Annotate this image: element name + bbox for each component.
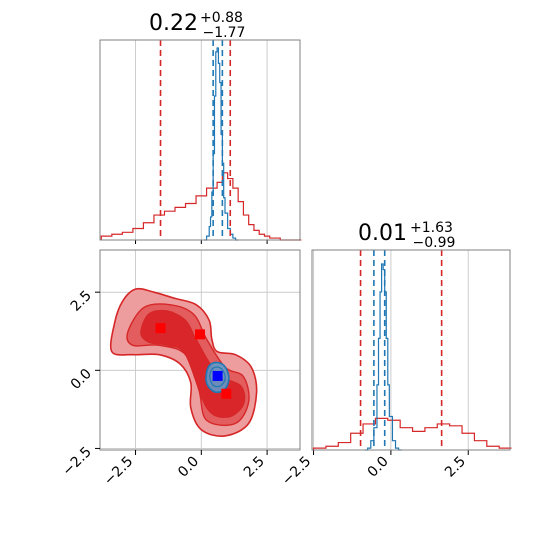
marginal-2-hist-series-0 xyxy=(312,417,512,450)
joint-plot-area xyxy=(100,250,300,450)
marginal-2-title-upper: +1.63 xyxy=(410,220,453,236)
joint-red-marker-1 xyxy=(195,329,205,340)
joint-red-marker-0 xyxy=(155,323,166,334)
marginal-2-xtick-label-0: −2.5 xyxy=(279,454,314,489)
joint-xtick-label-2: 2.5 xyxy=(241,454,268,481)
joint-frame xyxy=(99,249,301,451)
marginal-param-2-panel: 0.01 +1.63 −0.99 −2.5 0.0 2.5 xyxy=(279,217,512,489)
marginal-1-title: 0.22 +0.88 −1.77 xyxy=(149,7,248,41)
marginal-1-frame xyxy=(99,39,301,241)
joint-ytick-label-0: −2.5 xyxy=(59,444,94,479)
marginal-2-title-lower: −0.99 xyxy=(413,235,456,251)
marginal-param-1-panel: 0.22 +0.88 −1.77 xyxy=(99,7,302,244)
joint-blue-contour-inner xyxy=(209,366,226,388)
marginal-1-title-value: 0.22 xyxy=(149,11,198,36)
joint-2d-panel: −2.5 0.0 2.5 −2.5 0.0 2.5 xyxy=(59,249,301,489)
marginal-1-title-upper: +0.88 xyxy=(200,10,243,26)
marginal-2-xtick-label-1: 0.0 xyxy=(365,454,392,481)
marginal-1-title-lower: −1.77 xyxy=(203,25,246,41)
marginal-2-frame xyxy=(311,249,511,451)
joint-xtick-label-1: 0.0 xyxy=(175,454,202,481)
marginal-2-xtick-label-2: 2.5 xyxy=(442,454,469,481)
joint-xtick-label-0: −2.5 xyxy=(101,454,136,489)
joint-ytick-label-2: 2.5 xyxy=(68,288,95,315)
marginal-2-title-value: 0.01 xyxy=(358,221,407,246)
marginal-1-hist-series-1 xyxy=(203,47,239,241)
joint-red-marker-2 xyxy=(221,388,232,399)
joint-blue-marker xyxy=(212,370,223,381)
joint-ytick-label-1: 0.0 xyxy=(68,366,95,393)
marginal-2-hist-series-1 xyxy=(364,263,402,451)
marginal-2-title: 0.01 +1.63 −0.99 xyxy=(358,217,458,251)
